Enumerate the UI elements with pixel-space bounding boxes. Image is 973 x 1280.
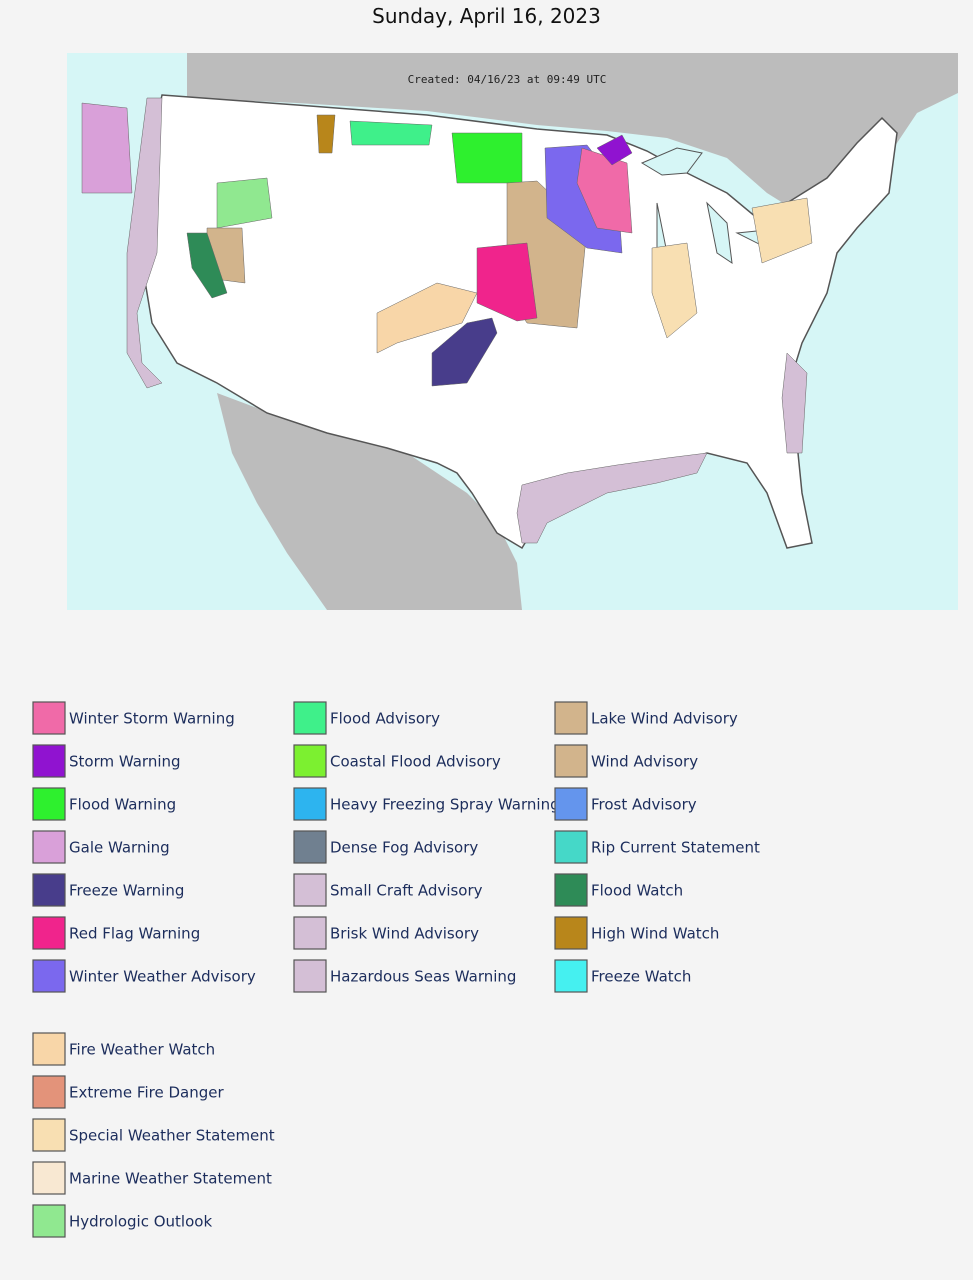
high-wind-watch-area: [316, 114, 336, 154]
legend-label: Dense Fog Advisory: [330, 839, 478, 857]
legend-label: Lake Wind Advisory: [591, 710, 738, 728]
legend-swatch: [554, 744, 588, 778]
legend-swatch: [293, 701, 327, 735]
warnings-map: Created: 04/16/23 at 09:49 UTC: [67, 53, 958, 610]
legend-swatch: [554, 959, 588, 993]
freeze-warning-area: [431, 317, 498, 387]
legend-swatch: [32, 701, 66, 735]
gulf-craft-area: [516, 452, 708, 544]
map-created: Created: 04/16/23 at 09:49 UTC: [408, 73, 607, 86]
legend-swatch: [293, 873, 327, 907]
legend-label: Marine Weather Statement: [69, 1170, 272, 1188]
legend-swatch: [32, 1161, 66, 1195]
legend-swatch: [32, 1204, 66, 1238]
legend-label: High Wind Watch: [591, 925, 719, 943]
legend-label: Hazardous Seas Warning: [330, 968, 516, 986]
legend-label: Flood Warning: [69, 796, 176, 814]
legend-swatch: [32, 959, 66, 993]
legend-swatch: [32, 830, 66, 864]
storm-warning-area: [596, 134, 633, 166]
legend-label: Freeze Watch: [591, 968, 691, 986]
legend-swatch: [554, 873, 588, 907]
sws-area: [651, 242, 698, 339]
legend-swatch: [293, 959, 327, 993]
canada: [187, 53, 958, 218]
legend-swatch: [293, 916, 327, 950]
legend-label: Red Flag Warning: [69, 925, 200, 943]
legend-label: Winter Storm Warning: [69, 710, 235, 728]
legend-label: Flood Advisory: [330, 710, 440, 728]
legend-label: Small Craft Advisory: [330, 882, 483, 900]
legend-swatch: [293, 744, 327, 778]
hydro-outlook-area: [216, 177, 273, 229]
legend-label: Coastal Flood Advisory: [330, 753, 501, 771]
gale-area: [81, 102, 133, 194]
legend-label: Storm Warning: [69, 753, 181, 771]
legend-label: Flood Watch: [591, 882, 683, 900]
legend-swatch: [32, 916, 66, 950]
legend-swatch: [32, 787, 66, 821]
legend-swatch: [554, 830, 588, 864]
red-flag-area: [476, 242, 538, 322]
legend-swatch: [32, 744, 66, 778]
legend-label: Wind Advisory: [591, 753, 698, 771]
page-title: Sunday, April 16, 2023: [372, 4, 601, 28]
legend-swatch: [554, 787, 588, 821]
flood-warning-area: [451, 132, 523, 184]
legend-swatch: [32, 1075, 66, 1109]
legend-swatch: [293, 830, 327, 864]
legend-label: Frost Advisory: [591, 796, 697, 814]
legend-swatch: [32, 1032, 66, 1066]
legend-label: Freeze Warning: [69, 882, 184, 900]
legend-label: Rip Current Statement: [591, 839, 760, 857]
legend-swatch: [32, 873, 66, 907]
atlantic-craft-area: [781, 352, 808, 454]
legend-label: Special Weather Statement: [69, 1127, 275, 1145]
small-craft-area: [126, 97, 163, 389]
mexico: [217, 393, 522, 610]
legend-label: Hydrologic Outlook: [69, 1213, 212, 1231]
legend-label: Gale Warning: [69, 839, 170, 857]
sws-east-area: [751, 197, 813, 264]
legend-swatch: [293, 787, 327, 821]
legend-label: Fire Weather Watch: [69, 1041, 215, 1059]
legend-label: Heavy Freezing Spray Warning: [330, 796, 560, 814]
legend-label: Extreme Fire Danger: [69, 1084, 224, 1102]
legend-swatch: [32, 1118, 66, 1152]
flood-watch-area: [186, 232, 228, 299]
fire-watch-area: [376, 282, 478, 354]
legend-swatch: [554, 701, 588, 735]
legend-label: Brisk Wind Advisory: [330, 925, 479, 943]
legend-label: Winter Weather Advisory: [69, 968, 256, 986]
legend-swatch: [554, 916, 588, 950]
flood-advisory-area: [349, 120, 433, 146]
